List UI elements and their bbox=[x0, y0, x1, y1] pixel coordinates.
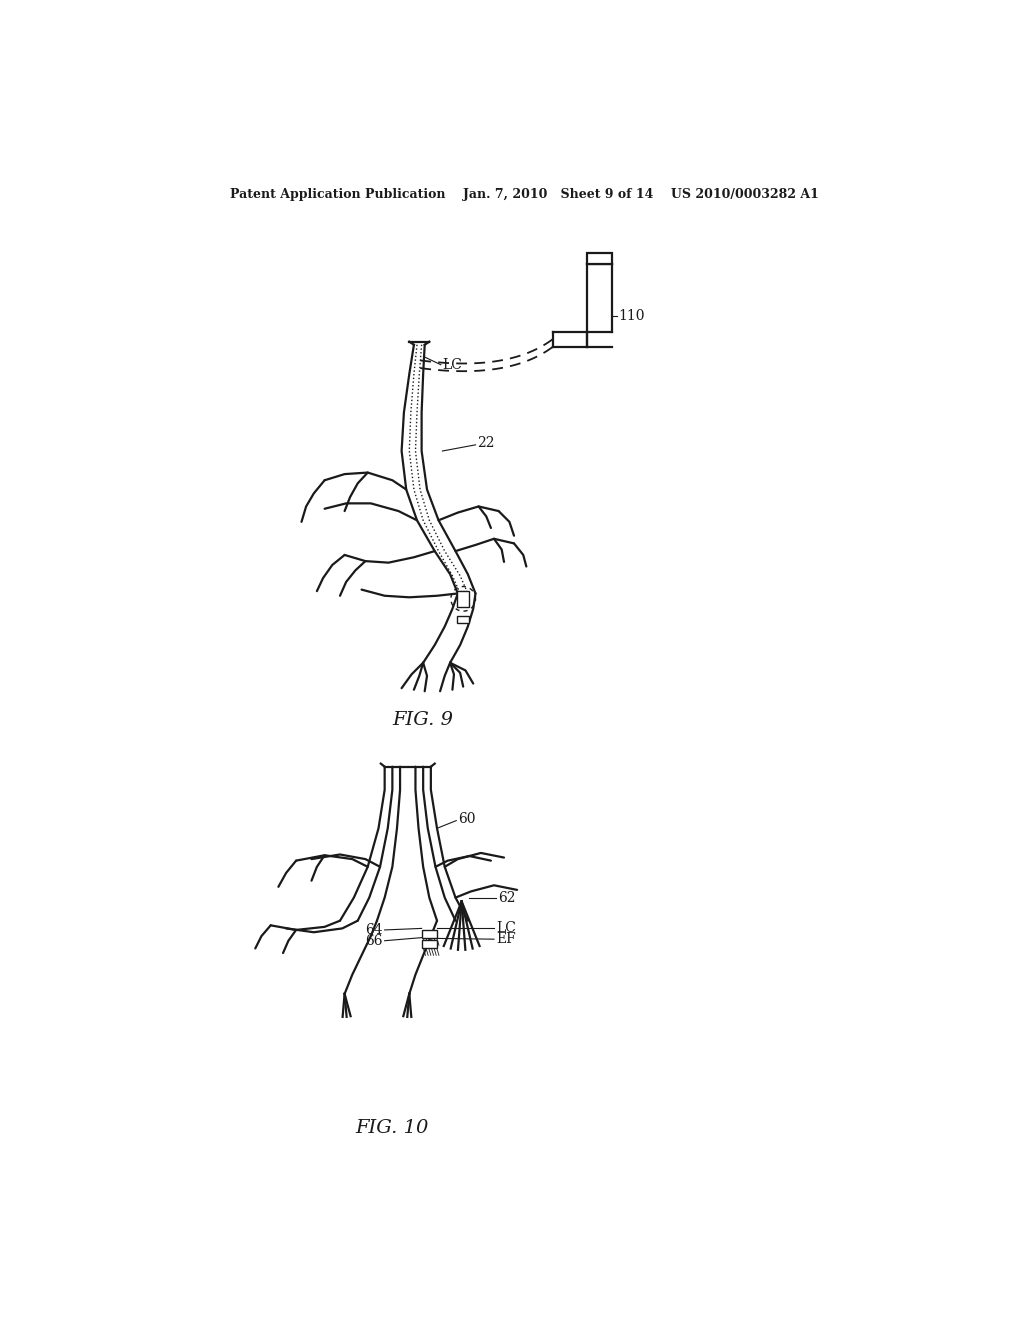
Text: Patent Application Publication    Jan. 7, 2010   Sheet 9 of 14    US 2010/000328: Patent Application Publication Jan. 7, 2… bbox=[230, 187, 819, 201]
Text: FIG. 9: FIG. 9 bbox=[392, 711, 454, 729]
Text: 64: 64 bbox=[366, 923, 383, 937]
Text: 110: 110 bbox=[617, 309, 644, 323]
Text: EF: EF bbox=[497, 932, 516, 946]
Text: 62: 62 bbox=[499, 891, 516, 904]
Bar bbox=[422, 929, 437, 937]
Bar bbox=[587, 253, 611, 264]
Text: 66: 66 bbox=[366, 933, 383, 948]
Bar bbox=[457, 615, 469, 623]
Text: 22: 22 bbox=[477, 437, 495, 450]
Bar bbox=[457, 591, 469, 607]
Text: FIG. 10: FIG. 10 bbox=[355, 1119, 429, 1138]
Text: 60: 60 bbox=[458, 812, 475, 826]
Text: LC: LC bbox=[497, 921, 516, 936]
Bar bbox=[422, 940, 437, 948]
Text: LC: LC bbox=[442, 358, 462, 372]
